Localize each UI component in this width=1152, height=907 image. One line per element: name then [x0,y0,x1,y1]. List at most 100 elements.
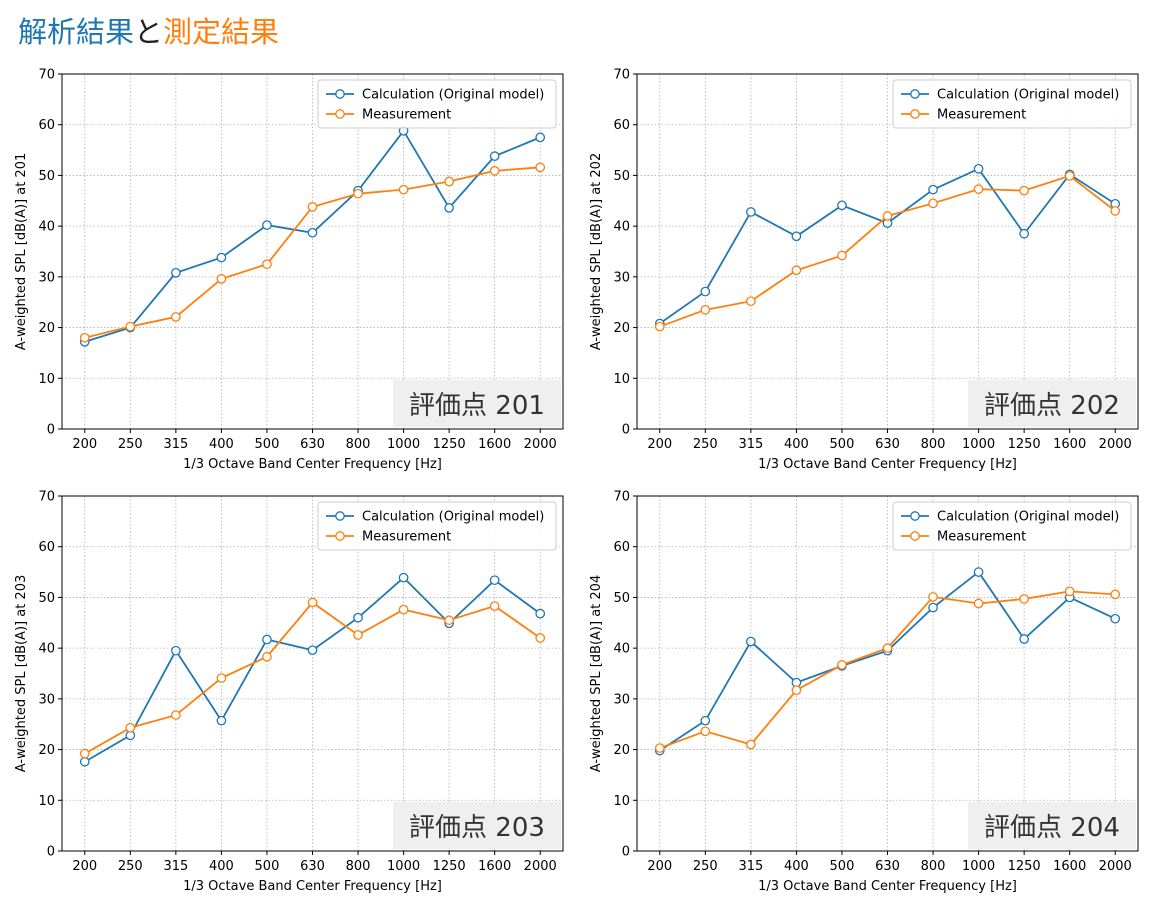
meas-data-point [1064,171,1075,181]
meas-data-point [489,166,500,176]
legend: Calculation (Original model) Measurement [317,79,557,129]
y-tick-label: 30 [613,270,630,285]
legend-label: Calculation (Original model) [937,510,1119,525]
y-tick-label: 40 [38,642,55,657]
meas-data-point [125,321,136,332]
x-tick-label: 800 [346,859,371,874]
x-tick-label: 1250 [1008,437,1041,452]
badge-background [393,802,561,849]
meas-data-point [882,643,893,653]
x-tick-label: 1000 [387,437,420,452]
y-axis-label: A-weighted SPL [dB(A)] at 203 [14,575,29,772]
calc-data-point [398,572,409,583]
calc-data-point [1019,228,1029,239]
y-tick-label: 70 [38,68,55,83]
meas-data-point [444,176,454,187]
x-tick-label: 315 [163,437,188,452]
meas-data-point [1019,185,1029,196]
calc-data-point [307,645,318,656]
badge-background [968,802,1136,849]
meas-data-point [398,184,409,195]
x-tick-label: 2000 [524,859,557,874]
x-tick-label: 315 [738,437,763,452]
evaluation-point-badge: 評価点 202 [984,391,1120,421]
y-tick-label: 40 [613,220,630,235]
calc-data-point [489,151,500,162]
meas-data-point [928,592,938,602]
calc-data-point [791,231,802,242]
meas-data-point [973,598,984,609]
title-calc-part: 解析結果 [18,15,135,49]
badge-background [968,380,1136,427]
x-tick-label: 1600 [478,437,511,452]
legend-marker [335,89,345,99]
meas-data-point [700,726,711,737]
x-tick-label: 1600 [478,859,511,874]
calc-data-point [837,200,847,211]
x-tick-label: 250 [693,859,718,874]
title-meas-part: 測定結果 [163,15,280,49]
x-tick-label: 500 [255,437,280,452]
evaluation-point-badge: 評価点 201 [409,391,545,421]
x-tick-label: 315 [163,859,188,874]
x-tick-label: 2000 [1099,437,1132,452]
x-tick-label: 400 [784,437,809,452]
x-tick-label: 200 [72,437,97,452]
y-tick-label: 70 [38,490,55,505]
meas-data-point [791,265,802,276]
calc-data-point [262,220,272,230]
meas-data-point [307,597,318,608]
badge-background [393,380,561,427]
meas-data-point [262,651,272,662]
legend-box [317,501,557,551]
y-tick-label: 0 [47,845,55,860]
y-tick-label: 50 [38,169,55,184]
legend-box [317,79,557,129]
calc-data-point [700,715,711,726]
legend-box [892,79,1132,129]
legend-marker [910,531,920,541]
meas-data-point [171,710,181,720]
meas-data-point [1064,586,1075,597]
x-tick-label: 2000 [1099,859,1132,874]
calc-data-point [216,252,227,263]
meas-data-point [746,296,756,307]
calc-data-point [216,715,227,726]
x-tick-label: 1000 [962,437,995,452]
x-tick-label: 2000 [524,437,557,452]
y-tick-label: 20 [613,321,630,336]
x-tick-label: 250 [118,437,143,452]
legend: Calculation (Original model) Measurement [892,501,1132,551]
x-tick-label: 1000 [962,859,995,874]
x-tick-label: 1250 [433,859,466,874]
legend-label: Calculation (Original model) [362,510,544,525]
title-connector: と [134,15,164,49]
y-tick-label: 0 [622,845,630,860]
x-tick-label: 400 [784,859,809,874]
x-tick-label: 630 [300,437,325,452]
y-tick-label: 30 [38,692,55,707]
calc-data-point [307,227,318,238]
x-tick-label: 315 [738,859,763,874]
meas-data-point [262,259,272,270]
meas-data-point [654,743,665,753]
calc-data-point [928,602,938,613]
meas-data-point [882,211,893,221]
x-axis-label: 1/3 Octave Band Center Frequency [Hz] [758,879,1017,894]
calc-data-point [1110,613,1121,624]
legend-label: Calculation (Original model) [362,88,544,103]
meas-data-point [700,304,711,315]
y-tick-label: 50 [613,169,630,184]
meas-data-point [79,748,90,759]
chart-panel: 0 10 20 30 40 50 60 70 200 250 315 400 500 630 800 1000… [14,490,564,894]
calc-data-point [1019,634,1029,644]
x-tick-label: 630 [875,437,900,452]
x-axis-label: 1/3 Octave Band Center Frequency [Hz] [183,457,442,472]
calc-data-point [973,567,984,577]
x-tick-label: 1250 [433,437,466,452]
meas-data-point [973,184,984,194]
x-axis-label: 1/3 Octave Band Center Frequency [Hz] [758,457,1017,472]
meas-data-point [928,198,938,209]
calc-data-point [353,612,363,623]
y-axis-label: A-weighted SPL [dB(A)] at 201 [14,153,29,350]
